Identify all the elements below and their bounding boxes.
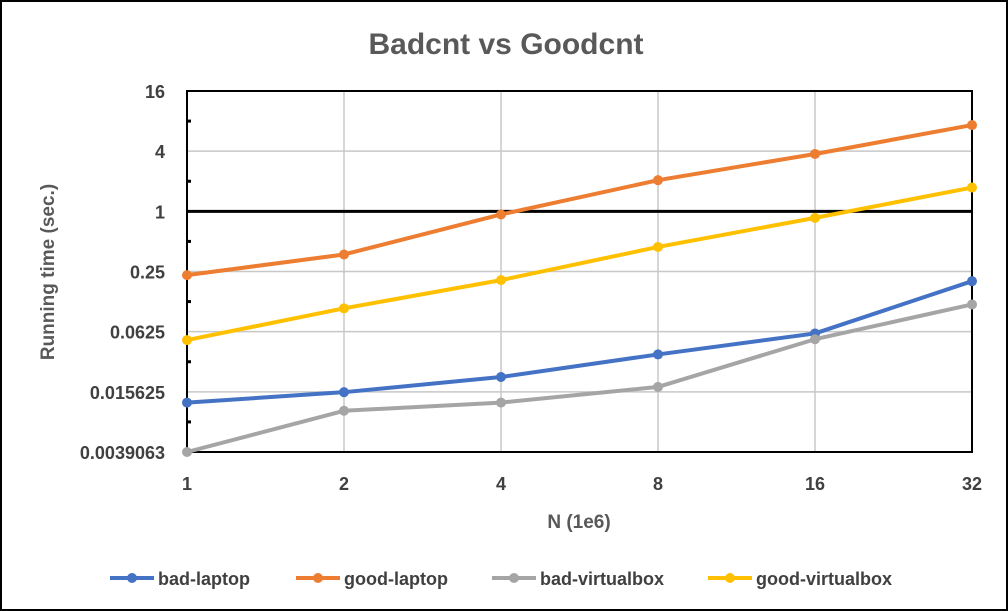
data-point	[810, 148, 820, 159]
tick-layer: 1 2 4 8 16 32 16 4 1 0.25 0.0625 0.015625 0.0039063	[80, 82, 982, 494]
data-point	[967, 299, 977, 310]
data-point	[339, 249, 349, 260]
legend-swatch-marker	[313, 573, 323, 583]
y-tick-label: 0.0625	[110, 323, 165, 343]
x-tick-label: 32	[962, 474, 982, 494]
legend-label: good-virtualbox	[756, 569, 892, 589]
series-layer	[182, 120, 977, 457]
x-tick-label: 2	[339, 474, 349, 494]
data-point	[496, 397, 506, 408]
series-line	[186, 185, 973, 343]
legend: bad-laptop good-laptop bad-virtualbox good-…	[110, 569, 892, 589]
series-bad-virtualbox	[182, 299, 977, 457]
y-tick-label: 0.015625	[90, 383, 165, 403]
data-point	[182, 447, 192, 457]
data-point	[182, 270, 192, 281]
legend-swatch-marker	[127, 573, 137, 583]
series-bad-laptop	[182, 276, 977, 408]
data-point	[339, 405, 349, 416]
data-point	[339, 387, 349, 398]
legend-item-good-virtualbox: good-virtualbox	[708, 569, 892, 589]
x-axis-label: N (1e6)	[547, 512, 610, 533]
data-point	[496, 209, 506, 220]
y-tick-label: 1	[155, 202, 165, 222]
data-point	[182, 397, 192, 408]
data-point	[182, 335, 192, 346]
data-point	[653, 175, 663, 186]
series-line	[186, 302, 973, 454]
data-point	[810, 212, 820, 223]
data-point	[653, 381, 663, 392]
x-tick-label: 16	[805, 474, 825, 494]
series-line	[186, 123, 973, 278]
data-point	[653, 241, 663, 252]
legend-label: bad-virtualbox	[540, 569, 664, 589]
data-point	[653, 349, 663, 360]
x-tick-label: 4	[496, 474, 506, 494]
data-point	[967, 182, 977, 193]
legend-item-bad-virtualbox: bad-virtualbox	[492, 569, 664, 589]
legend-label: bad-laptop	[158, 569, 250, 589]
series-line	[186, 279, 973, 405]
legend-item-bad-laptop: bad-laptop	[110, 569, 250, 589]
y-tick-label: 0.25	[130, 263, 165, 283]
data-point	[496, 371, 506, 382]
data-point	[967, 276, 977, 287]
data-point	[496, 275, 506, 286]
data-point	[967, 120, 977, 131]
legend-item-good-laptop: good-laptop	[296, 569, 448, 589]
series-good-laptop	[182, 120, 977, 281]
x-tick-label: 1	[182, 474, 192, 494]
legend-swatch-marker	[509, 573, 519, 583]
legend-label: good-laptop	[344, 569, 448, 589]
y-tick-label: 0.0039063	[80, 443, 165, 463]
chart-title: Badcnt vs Goodcnt	[368, 28, 643, 61]
series-good-virtualbox	[182, 182, 977, 346]
y-tick-label: 4	[155, 142, 165, 162]
data-point	[810, 334, 820, 345]
y-axis-label: Running time (sec.)	[38, 184, 59, 360]
y-tick-label: 16	[145, 82, 165, 102]
data-point	[339, 303, 349, 314]
x-tick-label: 8	[653, 474, 663, 494]
legend-swatch-marker	[725, 573, 735, 583]
